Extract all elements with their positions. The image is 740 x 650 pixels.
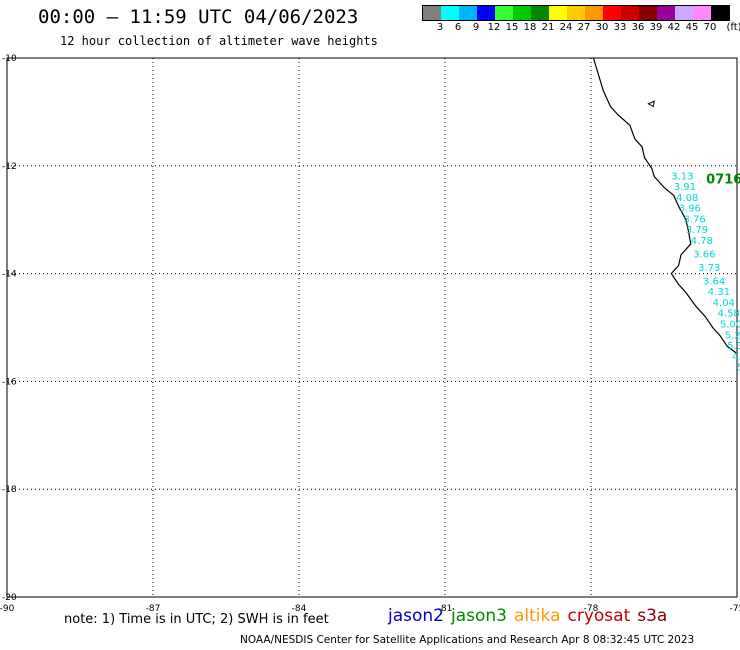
legend-swatch — [567, 6, 585, 20]
x-tick-label: -90 — [0, 604, 15, 614]
legend-label: 42 — [667, 22, 681, 33]
wave-height-label: 5.37 — [727, 341, 740, 352]
legend-swatch — [495, 6, 513, 20]
legend-swatch — [513, 6, 531, 20]
legend-label: 39 — [649, 22, 663, 33]
legend-swatch — [639, 6, 657, 20]
wave-height-label: 3.66 — [693, 249, 715, 260]
legend-swatch — [585, 6, 603, 20]
wave-height-label: 4.08 — [676, 193, 698, 204]
legend-swatch — [549, 6, 567, 20]
legend-swatch — [711, 6, 729, 20]
legend-swatch — [621, 6, 639, 20]
satellite-label-jason2: jason2 — [388, 606, 444, 626]
legend-label: 24 — [559, 22, 573, 33]
legend-label: 45 — [685, 22, 699, 33]
wave-height-label: 4.66 — [732, 352, 740, 363]
legend-swatch — [657, 6, 675, 20]
wave-height-label: 3.79 — [686, 225, 708, 236]
legend-swatch — [477, 6, 495, 20]
legend-label: 33 — [613, 22, 627, 33]
coastline — [592, 57, 738, 355]
satellite-legend: jason2 jason3 altika cryosat s3a — [388, 606, 674, 626]
satellite-label-cryosat: cryosat — [567, 606, 631, 626]
legend-label: 9 — [472, 22, 480, 33]
wave-height-label: 5.27 — [725, 330, 740, 341]
satellite-label-altika: altika — [514, 606, 561, 626]
map-frame — [6, 57, 738, 598]
credit-line: NOAA/NESDIS Center for Satellite Applica… — [240, 634, 695, 646]
legend-swatch — [459, 6, 477, 20]
page-subtitle: 12 hour collection of altimeter wave hei… — [60, 34, 378, 48]
legend-swatch — [423, 6, 441, 20]
wave-height-label: 3.73 — [698, 263, 720, 274]
legend-swatch — [603, 6, 621, 20]
pass-time-label: 0716 — [706, 172, 740, 187]
x-tick-label: -81 — [438, 604, 453, 614]
legend-label: 36 — [631, 22, 645, 33]
wave-height-label: 3.91 — [674, 182, 696, 193]
legend-label: 27 — [577, 22, 591, 33]
page-title: 00:00 – 11:59 UTC 04/06/2023 — [38, 6, 359, 28]
wave-height-label: 3.64 — [703, 276, 725, 287]
legend-label: 70 — [703, 22, 717, 33]
legend-swatch — [675, 6, 693, 20]
wave-height-label: 4.78 — [691, 236, 713, 247]
y-tick-label: -14 — [2, 270, 17, 280]
legend-label: 30 — [595, 22, 609, 33]
y-tick-label: -12 — [2, 162, 17, 172]
wave-height-label: 5.00 — [720, 320, 740, 331]
wave-height-label: 3.96 — [679, 204, 701, 215]
x-tick-label: -78 — [584, 604, 599, 614]
wave-height-label: 4.04 — [713, 298, 735, 309]
x-tick-label: -87 — [146, 604, 161, 614]
wave-height-label: 4.58 — [718, 309, 740, 320]
legend-label: 6 — [454, 22, 462, 33]
satellite-label-s3a: s3a — [637, 606, 668, 626]
x-tick-label: -75 — [730, 604, 740, 614]
y-tick-label: -10 — [2, 54, 17, 64]
x-tick-label: -84 — [292, 604, 307, 614]
footer-note: note: 1) Time is in UTC; 2) SWH is in fe… — [64, 612, 329, 627]
legend-label: (ft) — [726, 22, 740, 33]
legend-label: 3 — [436, 22, 444, 33]
legend-swatch — [693, 6, 711, 20]
wave-height-label: 3.76 — [683, 214, 705, 225]
legend-label: 15 — [505, 22, 519, 33]
color-scale-legend — [422, 5, 730, 21]
y-tick-label: -20 — [2, 593, 17, 603]
legend-label: 18 — [523, 22, 537, 33]
legend-swatch — [441, 6, 459, 20]
wave-height-label: 5.49 — [737, 363, 740, 374]
y-tick-label: -18 — [2, 485, 17, 495]
satellite-label-jason3: jason3 — [451, 606, 507, 626]
y-tick-label: -16 — [2, 377, 17, 387]
wave-height-label: 3.13 — [671, 171, 693, 182]
island-outline — [647, 100, 655, 108]
legend-label: 21 — [541, 22, 555, 33]
wave-height-label: 4.31 — [708, 287, 730, 298]
legend-label: 12 — [487, 22, 501, 33]
legend-swatch — [531, 6, 549, 20]
